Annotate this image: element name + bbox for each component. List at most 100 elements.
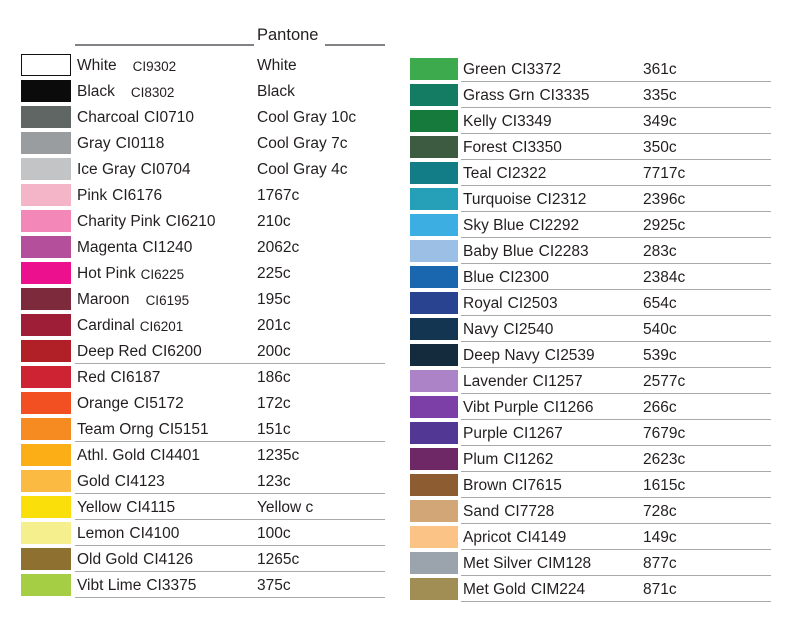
color-name-label: Forest CI3350 — [463, 137, 562, 159]
color-row: Purple CI1267 7679c — [0, 422, 800, 448]
row-underline — [461, 341, 771, 342]
color-swatch — [21, 314, 71, 336]
color-swatch — [410, 58, 458, 80]
color-swatch — [410, 552, 458, 574]
row-underline — [461, 185, 771, 186]
color-name-label: Gray CI0118 — [77, 133, 164, 155]
ci-code: CI6176 — [112, 187, 163, 204]
color-swatch — [21, 522, 71, 544]
color-swatch — [410, 396, 458, 418]
color-row: Sand CI7728 728c — [0, 500, 800, 526]
ci-code: CI4149 — [516, 529, 567, 546]
color-name-label: Gold CI4123 — [77, 471, 165, 493]
ci-code: CI0704 — [140, 161, 191, 178]
color-name: Hot Pink — [77, 265, 136, 282]
color-name-label: Teal CI2322 — [463, 163, 546, 185]
row-underline — [461, 393, 771, 394]
color-row: Maroon CI6195 195c — [0, 288, 800, 314]
color-name: Green — [463, 61, 507, 78]
color-swatch — [410, 344, 458, 366]
color-swatch — [410, 526, 458, 548]
color-name-label: Old Gold CI4126 — [77, 549, 193, 571]
pantone-code: 210c — [257, 213, 291, 230]
color-name: Brown — [463, 477, 507, 494]
color-name-label: Plum CI1262 — [463, 449, 553, 471]
color-swatch — [410, 136, 458, 158]
color-swatch — [21, 132, 71, 154]
color-name: Ice Gray — [77, 161, 136, 178]
color-name: Plum — [463, 451, 499, 468]
color-swatch — [410, 422, 458, 444]
ci-code: CI4115 — [126, 499, 176, 516]
pantone-code: 2062c — [257, 239, 300, 256]
row-underline — [75, 571, 385, 572]
color-name-label: Vibt Purple CI1266 — [463, 397, 594, 419]
ci-code: CIM128 — [536, 555, 592, 572]
color-name: Cardinal — [77, 317, 135, 334]
color-swatch — [410, 214, 458, 236]
pantone-code: 877c — [643, 555, 677, 572]
color-swatch — [410, 84, 458, 106]
color-row: Grass Grn CI3335 335c — [0, 84, 800, 110]
row-underline — [461, 107, 771, 108]
pantone-code: 7679c — [643, 425, 686, 442]
color-name-label: Green CI3372 — [463, 59, 561, 81]
color-name-label: Met Silver CIM128 — [463, 553, 591, 575]
color-swatch — [410, 266, 458, 288]
color-swatch — [410, 578, 458, 600]
color-swatch — [410, 162, 458, 184]
row-underline — [461, 367, 771, 368]
color-name: Purple — [463, 425, 508, 442]
color-name: Charcoal — [77, 109, 140, 126]
color-name-label: Pink CI6176 — [77, 185, 162, 207]
color-row: Team Orng CI5151 151c — [0, 418, 800, 444]
ci-code: CI1257 — [532, 373, 583, 390]
ci-code: CI6225 — [140, 267, 185, 282]
pantone-code: 201c — [257, 317, 291, 334]
color-name: Grass Grn — [463, 87, 535, 104]
color-row: Yellow CI4115 Yellow c — [0, 496, 800, 522]
pantone-code: 349c — [643, 113, 677, 130]
ci-code: CI3335 — [539, 87, 590, 104]
ci-code: CI1262 — [503, 451, 554, 468]
color-name: Gray — [77, 135, 111, 152]
pantone-code: 1235c — [257, 447, 300, 464]
color-swatch — [410, 318, 458, 340]
color-name: Teal — [463, 165, 492, 182]
pantone-code: 335c — [643, 87, 677, 104]
color-name-label: Lemon CI4100 — [77, 523, 179, 545]
pantone-code: 100c — [257, 525, 291, 542]
ci-code: CI4123 — [114, 473, 165, 490]
color-row: Teal CI2322 7717c — [0, 162, 800, 188]
right-color-column: Green CI3372 361c Grass Grn CI3335 335c Kelly C… — [0, 58, 800, 604]
ci-code: CI5151 — [158, 421, 209, 438]
color-swatch — [410, 240, 458, 262]
row-underline — [461, 549, 771, 550]
color-name-label: Baby Blue CI2283 — [463, 241, 589, 263]
color-name-label: Navy CI2540 — [463, 319, 553, 341]
pantone-code: 151c — [257, 421, 291, 438]
pantone-code: Black — [257, 83, 295, 100]
pantone-code: 1615c — [643, 477, 686, 494]
row-underline — [461, 81, 771, 82]
ci-code: CI3372 — [511, 61, 562, 78]
color-row: Turquoise CI2312 2396c — [0, 188, 800, 214]
row-underline — [461, 263, 771, 264]
color-row: Charcoal CI0710 Cool Gray 10c — [0, 106, 800, 132]
row-underline — [461, 289, 771, 290]
color-name-label: Ice Gray CI0704 — [77, 159, 191, 181]
color-row: Plum CI1262 2623c — [0, 448, 800, 474]
color-row: Deep Red CI6200 200c — [0, 340, 800, 366]
row-underline — [461, 575, 771, 576]
pantone-code: 225c — [257, 265, 291, 282]
color-name: Sand — [463, 503, 500, 520]
pantone-code: Cool Gray 7c — [257, 135, 348, 152]
pantone-code: Cool Gray 4c — [257, 161, 348, 178]
ci-code: CI4126 — [143, 551, 194, 568]
left-color-column: White CI9302 White Black CI8302 Black Charcoal… — [0, 54, 800, 600]
color-name: White — [77, 57, 117, 74]
ci-code: CI0118 — [115, 135, 165, 152]
color-row: Gray CI0118 Cool Gray 7c — [0, 132, 800, 158]
color-row: Cardinal CI6201 201c — [0, 314, 800, 340]
color-row: Sky Blue CI2292 2925c — [0, 214, 800, 240]
